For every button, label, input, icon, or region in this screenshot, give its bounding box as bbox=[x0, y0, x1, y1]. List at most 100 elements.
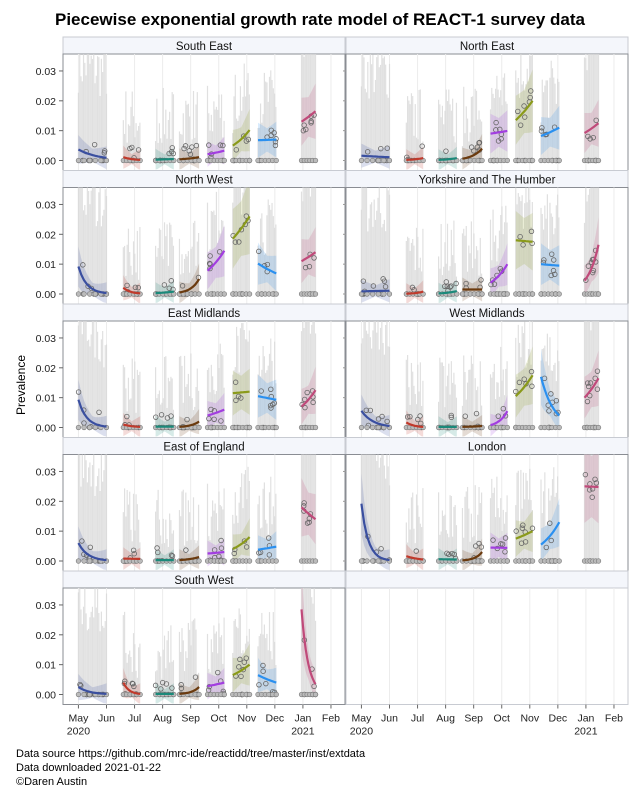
data-point bbox=[529, 525, 536, 531]
data-point bbox=[370, 283, 377, 289]
footer-downloaded: Data downloaded 2021-01-22 bbox=[16, 762, 161, 774]
data-point bbox=[218, 537, 224, 544]
data-point bbox=[183, 547, 189, 553]
y-tick-label: 0.02 bbox=[36, 363, 57, 375]
data-point bbox=[448, 414, 455, 421]
fit-ci-band bbox=[207, 392, 225, 431]
fit-line-round-6 bbox=[232, 390, 250, 395]
data-point bbox=[245, 136, 252, 143]
x-tick-sublabel: 2021 bbox=[574, 726, 598, 738]
data-point-zero bbox=[103, 157, 110, 164]
data-point bbox=[271, 400, 278, 406]
data-point bbox=[218, 545, 225, 551]
panel-empty bbox=[345, 570, 629, 705]
data-point-zero bbox=[479, 157, 485, 164]
data-point bbox=[443, 148, 449, 154]
data-point bbox=[272, 142, 279, 149]
data-point bbox=[236, 239, 242, 245]
panel-title: South East bbox=[176, 41, 233, 53]
data-point bbox=[519, 525, 526, 531]
panel-east-midlands: East Midlands bbox=[62, 303, 346, 438]
data-point bbox=[384, 145, 390, 151]
fit-line-round-8 bbox=[300, 251, 317, 263]
data-point bbox=[243, 544, 250, 550]
data-point bbox=[502, 549, 508, 555]
data-point bbox=[448, 283, 454, 289]
data-point bbox=[522, 539, 529, 545]
data-point-zero bbox=[364, 424, 370, 431]
data-point bbox=[584, 380, 591, 386]
x-tick-label: Nov bbox=[237, 713, 256, 725]
data-point bbox=[419, 143, 425, 149]
fit-line-round-2 bbox=[405, 421, 424, 428]
data-point-zero bbox=[529, 424, 536, 431]
data-point bbox=[135, 147, 142, 153]
data-point bbox=[404, 414, 411, 420]
data-point bbox=[548, 272, 554, 279]
data-point-zero bbox=[221, 424, 227, 431]
fit-line-round-2 bbox=[405, 555, 424, 561]
panel-london: London bbox=[345, 437, 629, 572]
data-point-zero bbox=[196, 558, 202, 564]
data-point bbox=[515, 108, 521, 115]
data-point-zero bbox=[246, 291, 253, 297]
fit-line-round-5 bbox=[206, 250, 226, 272]
data-point-zero bbox=[87, 291, 93, 297]
x-tick-label: Aug bbox=[153, 713, 172, 725]
data-point bbox=[517, 234, 523, 240]
data-point bbox=[375, 416, 382, 422]
fit-line-round-8 bbox=[300, 609, 317, 685]
data-point bbox=[168, 552, 175, 558]
data-point bbox=[260, 668, 266, 674]
y-tick-label: 0.00 bbox=[36, 289, 57, 301]
data-point-zero bbox=[479, 558, 485, 564]
fit-line-round-1 bbox=[77, 686, 107, 695]
x-tick-label: May bbox=[69, 713, 90, 725]
data-point-zero bbox=[556, 558, 562, 564]
panel-title: East Midlands bbox=[168, 308, 240, 320]
panel-plot-area bbox=[345, 320, 629, 438]
data-point-zero bbox=[87, 157, 93, 164]
data-point-zero bbox=[196, 291, 202, 297]
data-point-zero bbox=[375, 291, 381, 297]
data-point bbox=[124, 413, 130, 420]
y-tick-label: 0.00 bbox=[36, 556, 57, 568]
data-point bbox=[264, 261, 271, 268]
data-point bbox=[444, 550, 450, 556]
x-tick-label: Dec bbox=[266, 713, 285, 725]
data-point bbox=[158, 412, 165, 418]
data-point bbox=[238, 673, 244, 680]
data-point-zero bbox=[273, 558, 279, 564]
data-point-zero bbox=[196, 157, 202, 164]
data-point bbox=[80, 262, 86, 268]
data-point bbox=[516, 379, 523, 386]
data-point bbox=[521, 103, 527, 109]
fit-line-round-6 bbox=[515, 239, 533, 243]
data-point bbox=[241, 659, 247, 665]
data-point bbox=[502, 535, 509, 541]
data-point bbox=[237, 656, 243, 663]
data-point bbox=[592, 476, 598, 482]
x-tick-label: Jul bbox=[128, 713, 141, 725]
data-point-zero bbox=[273, 424, 279, 431]
data-point bbox=[258, 388, 264, 394]
data-point bbox=[75, 389, 82, 395]
fit-line-round-4 bbox=[462, 551, 483, 562]
data-point-zero bbox=[364, 157, 370, 164]
data-point bbox=[267, 402, 274, 409]
data-point bbox=[548, 391, 554, 397]
data-point bbox=[493, 119, 499, 126]
fit-line-round-1 bbox=[77, 266, 107, 295]
y-tick-label: 0.00 bbox=[36, 156, 57, 168]
data-point bbox=[304, 389, 310, 396]
y-tick-label: 0.02 bbox=[36, 229, 57, 241]
data-point bbox=[453, 280, 459, 287]
data-point bbox=[538, 128, 545, 134]
fit-line-round-6 bbox=[232, 129, 251, 147]
fit-line-round-5 bbox=[207, 149, 225, 156]
data-point bbox=[170, 150, 176, 157]
data-point-zero bbox=[595, 291, 602, 297]
fit-ci-band bbox=[207, 225, 225, 290]
fit-line-round-8 bbox=[300, 389, 317, 408]
fit-ci-band bbox=[301, 478, 316, 545]
